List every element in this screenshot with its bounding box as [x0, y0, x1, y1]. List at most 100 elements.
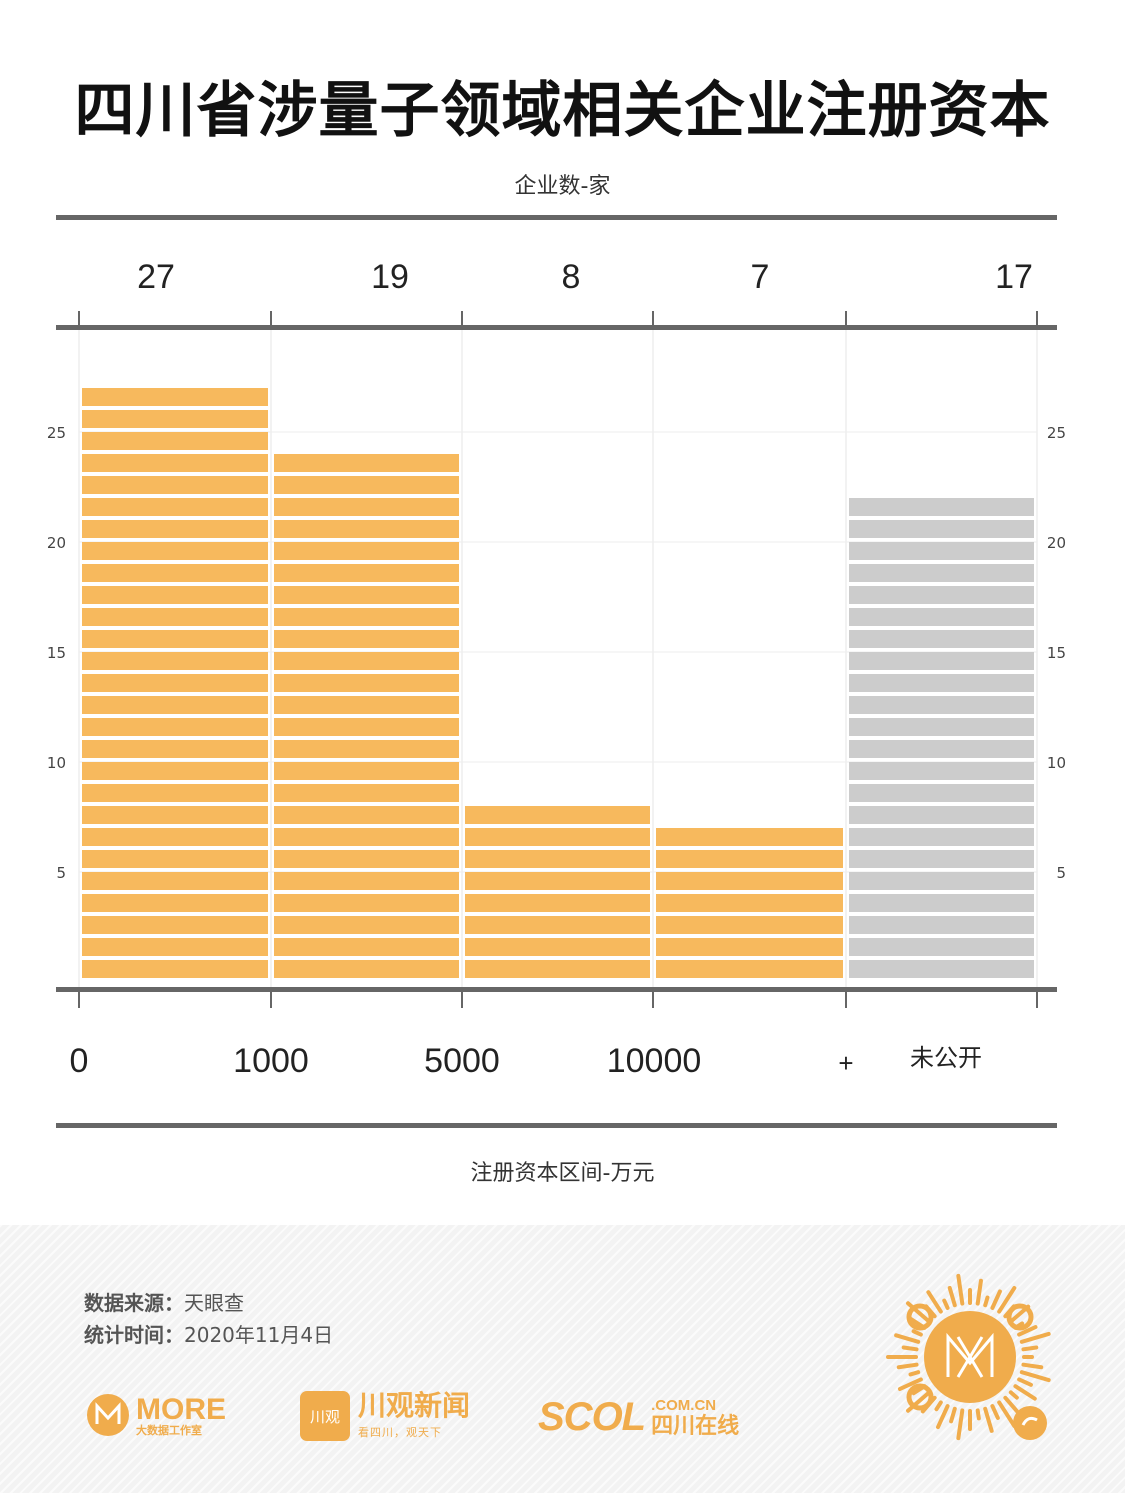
- bar-segment: [82, 872, 268, 890]
- bar-segment: [82, 410, 268, 428]
- bar-segment: [274, 608, 459, 626]
- bar-segment: [82, 894, 268, 912]
- top-rule: [56, 215, 1057, 220]
- bar-segment: [82, 828, 268, 846]
- code-ray: [911, 1329, 923, 1337]
- code-ray: [901, 1345, 919, 1352]
- count-label: 19: [371, 258, 409, 296]
- chuanguan-logo: 川观 川观新闻 看四川，观天下: [300, 1391, 470, 1441]
- more-logo-sub: 大数据工作室: [136, 1423, 202, 1437]
- bar-segment: [274, 696, 459, 714]
- bar-segment: [82, 740, 268, 758]
- bar-segment: [656, 960, 843, 978]
- bar-segment: [849, 850, 1034, 868]
- code-ray: [1019, 1331, 1051, 1344]
- bar-segment: [274, 498, 459, 516]
- bar-segment: [656, 894, 843, 912]
- bar-segment: [274, 894, 459, 912]
- bar-segment: [274, 586, 459, 604]
- bar-segment: [849, 894, 1034, 912]
- bar-segment: [274, 564, 459, 582]
- bar-segment: [82, 564, 268, 582]
- bar-segment: [82, 916, 268, 934]
- bar-segment: [82, 498, 268, 516]
- code-ray: [906, 1301, 932, 1324]
- code-ray: [908, 1370, 921, 1377]
- bar-segment: [274, 828, 459, 846]
- y-tick-label-left: 15: [47, 644, 66, 662]
- bar-segment: [274, 762, 459, 780]
- bar-segment: [849, 520, 1034, 538]
- footer: 数据来源：天眼查 统计时间：2020年11月4日 MORE 大数据工作室 川观 …: [0, 1225, 1125, 1493]
- chart-title: 四川省涉量子领域相关企业注册资本: [74, 76, 1051, 146]
- bar-segment: [849, 718, 1034, 736]
- bar-segment: [849, 586, 1034, 604]
- count-label: 27: [137, 258, 175, 296]
- bar-segment: [849, 806, 1034, 824]
- bar-segment: [849, 872, 1034, 890]
- y-tick-label-left: 5: [56, 864, 66, 882]
- bar-segment: [274, 784, 459, 802]
- mini-program-code: [886, 1273, 1051, 1441]
- code-ray: [997, 1286, 1017, 1314]
- y-tick-label-right: 20: [1047, 534, 1066, 552]
- bar-segment: [82, 432, 268, 450]
- y-tick-label-left: 20: [47, 534, 66, 552]
- bar-segment: [849, 652, 1034, 670]
- bar-segment: [849, 916, 1034, 934]
- bar-segment: [274, 652, 459, 670]
- bar-segment: [274, 850, 459, 868]
- bar-segment: [82, 652, 268, 670]
- count-label: 17: [995, 258, 1033, 296]
- bin-edge-label: 5000: [424, 1042, 500, 1080]
- y-tick-label-left: 10: [47, 754, 66, 772]
- bin-edge-label: 10000: [607, 1042, 702, 1080]
- count-rule: [56, 325, 1057, 330]
- bar-segment: [465, 806, 650, 824]
- bar-segment: [849, 740, 1034, 758]
- bar-segment: [274, 542, 459, 560]
- bar-segment: [82, 674, 268, 692]
- bin-edge-label: +: [838, 1048, 853, 1078]
- date-row: 统计时间：2020年11月4日: [84, 1319, 333, 1348]
- bar-segment: [82, 542, 268, 560]
- code-ray: [934, 1400, 943, 1412]
- code-ray: [1021, 1345, 1039, 1352]
- code-ray: [983, 1406, 994, 1433]
- code-ray: [906, 1390, 932, 1413]
- y-tick-label-left: 25: [47, 424, 66, 442]
- date-label: 统计时间：: [84, 1323, 184, 1347]
- y-tick-label-right: 10: [1047, 754, 1066, 772]
- bar-segment: [274, 718, 459, 736]
- bar-segment: [849, 938, 1034, 956]
- source-label: 数据来源：: [84, 1291, 184, 1315]
- scol-logo-text: SCOL: [538, 1395, 646, 1439]
- y-tick-label-right: 5: [1056, 864, 1066, 882]
- bar-segment: [82, 520, 268, 538]
- bar-segment: [849, 542, 1034, 560]
- bin-edge-label: 未公开: [910, 1044, 982, 1072]
- more-logo: MORE 大数据工作室: [86, 1393, 226, 1437]
- bar-segment: [465, 894, 650, 912]
- bottom-axis-label: 注册资本区间-万元: [470, 1161, 655, 1186]
- source-row: 数据来源：天眼查: [84, 1287, 244, 1316]
- bar-segment: [82, 960, 268, 978]
- bar-segment: [849, 498, 1034, 516]
- histogram-chart: 27 19 8 7 17 5 5 10 10 15 15 20 20 25 25 0 1000 5000 10000…: [47, 215, 1066, 1128]
- bar-segment: [274, 476, 459, 494]
- code-ray: [975, 1408, 981, 1421]
- baseline-rule: [56, 987, 1057, 992]
- bar-segment: [82, 938, 268, 956]
- code-ray: [956, 1273, 965, 1306]
- bar-segment: [82, 762, 268, 780]
- code-ray: [894, 1333, 921, 1344]
- bar-segment: [656, 916, 843, 934]
- bar-segment: [849, 696, 1034, 714]
- bar-segment: [465, 960, 650, 978]
- bar-segment: [849, 960, 1034, 978]
- bar-segment: [465, 916, 650, 934]
- bottom-rule: [56, 1123, 1057, 1128]
- code-ray: [1017, 1325, 1038, 1337]
- source-value: 天眼查: [184, 1291, 244, 1315]
- code-ray: [926, 1290, 943, 1314]
